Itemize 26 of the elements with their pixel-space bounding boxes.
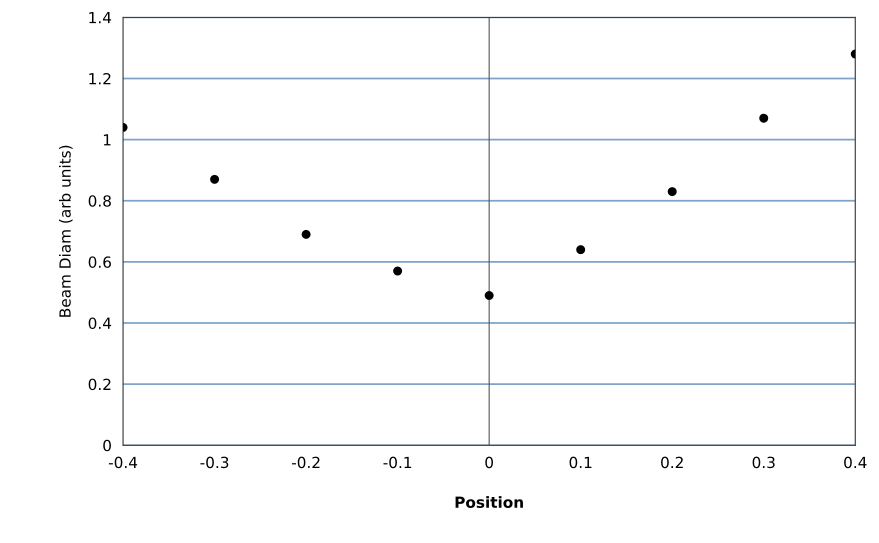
x-tick-label: 0.3 bbox=[752, 456, 775, 468]
y-tick-label: 0.2 bbox=[88, 378, 110, 390]
y-tick-label: 1 bbox=[104, 134, 111, 146]
y-tick-label: 0.6 bbox=[88, 256, 111, 268]
x-tick-label: -0.3 bbox=[200, 456, 228, 468]
y-tick-label: 0.4 bbox=[88, 317, 112, 330]
y-tick-label: 1.4 bbox=[89, 12, 112, 24]
x-tick-label: 0.2 bbox=[661, 456, 683, 468]
x-tick-label: 0.4 bbox=[844, 456, 867, 468]
point bbox=[484, 291, 494, 300]
x-tick-label: 0.1 bbox=[570, 456, 592, 468]
x-axis-title: Position bbox=[456, 496, 523, 508]
y-axis-title: Beam Diam (arb units) bbox=[58, 146, 73, 317]
x-tick-label: -0.4 bbox=[108, 456, 138, 468]
point bbox=[210, 174, 220, 184]
y-tick-label: 1.2 bbox=[89, 72, 110, 84]
y-tick-label: 0.8 bbox=[88, 195, 111, 207]
y-tick-label: 0 bbox=[103, 440, 111, 452]
point bbox=[302, 230, 311, 239]
point bbox=[668, 187, 677, 196]
point bbox=[393, 266, 402, 276]
x-tick-label: 0 bbox=[485, 456, 494, 468]
point bbox=[576, 245, 586, 254]
point bbox=[759, 114, 768, 123]
x-tick-label: -0.2 bbox=[292, 456, 320, 468]
x-tick-label: -0.1 bbox=[383, 456, 412, 468]
